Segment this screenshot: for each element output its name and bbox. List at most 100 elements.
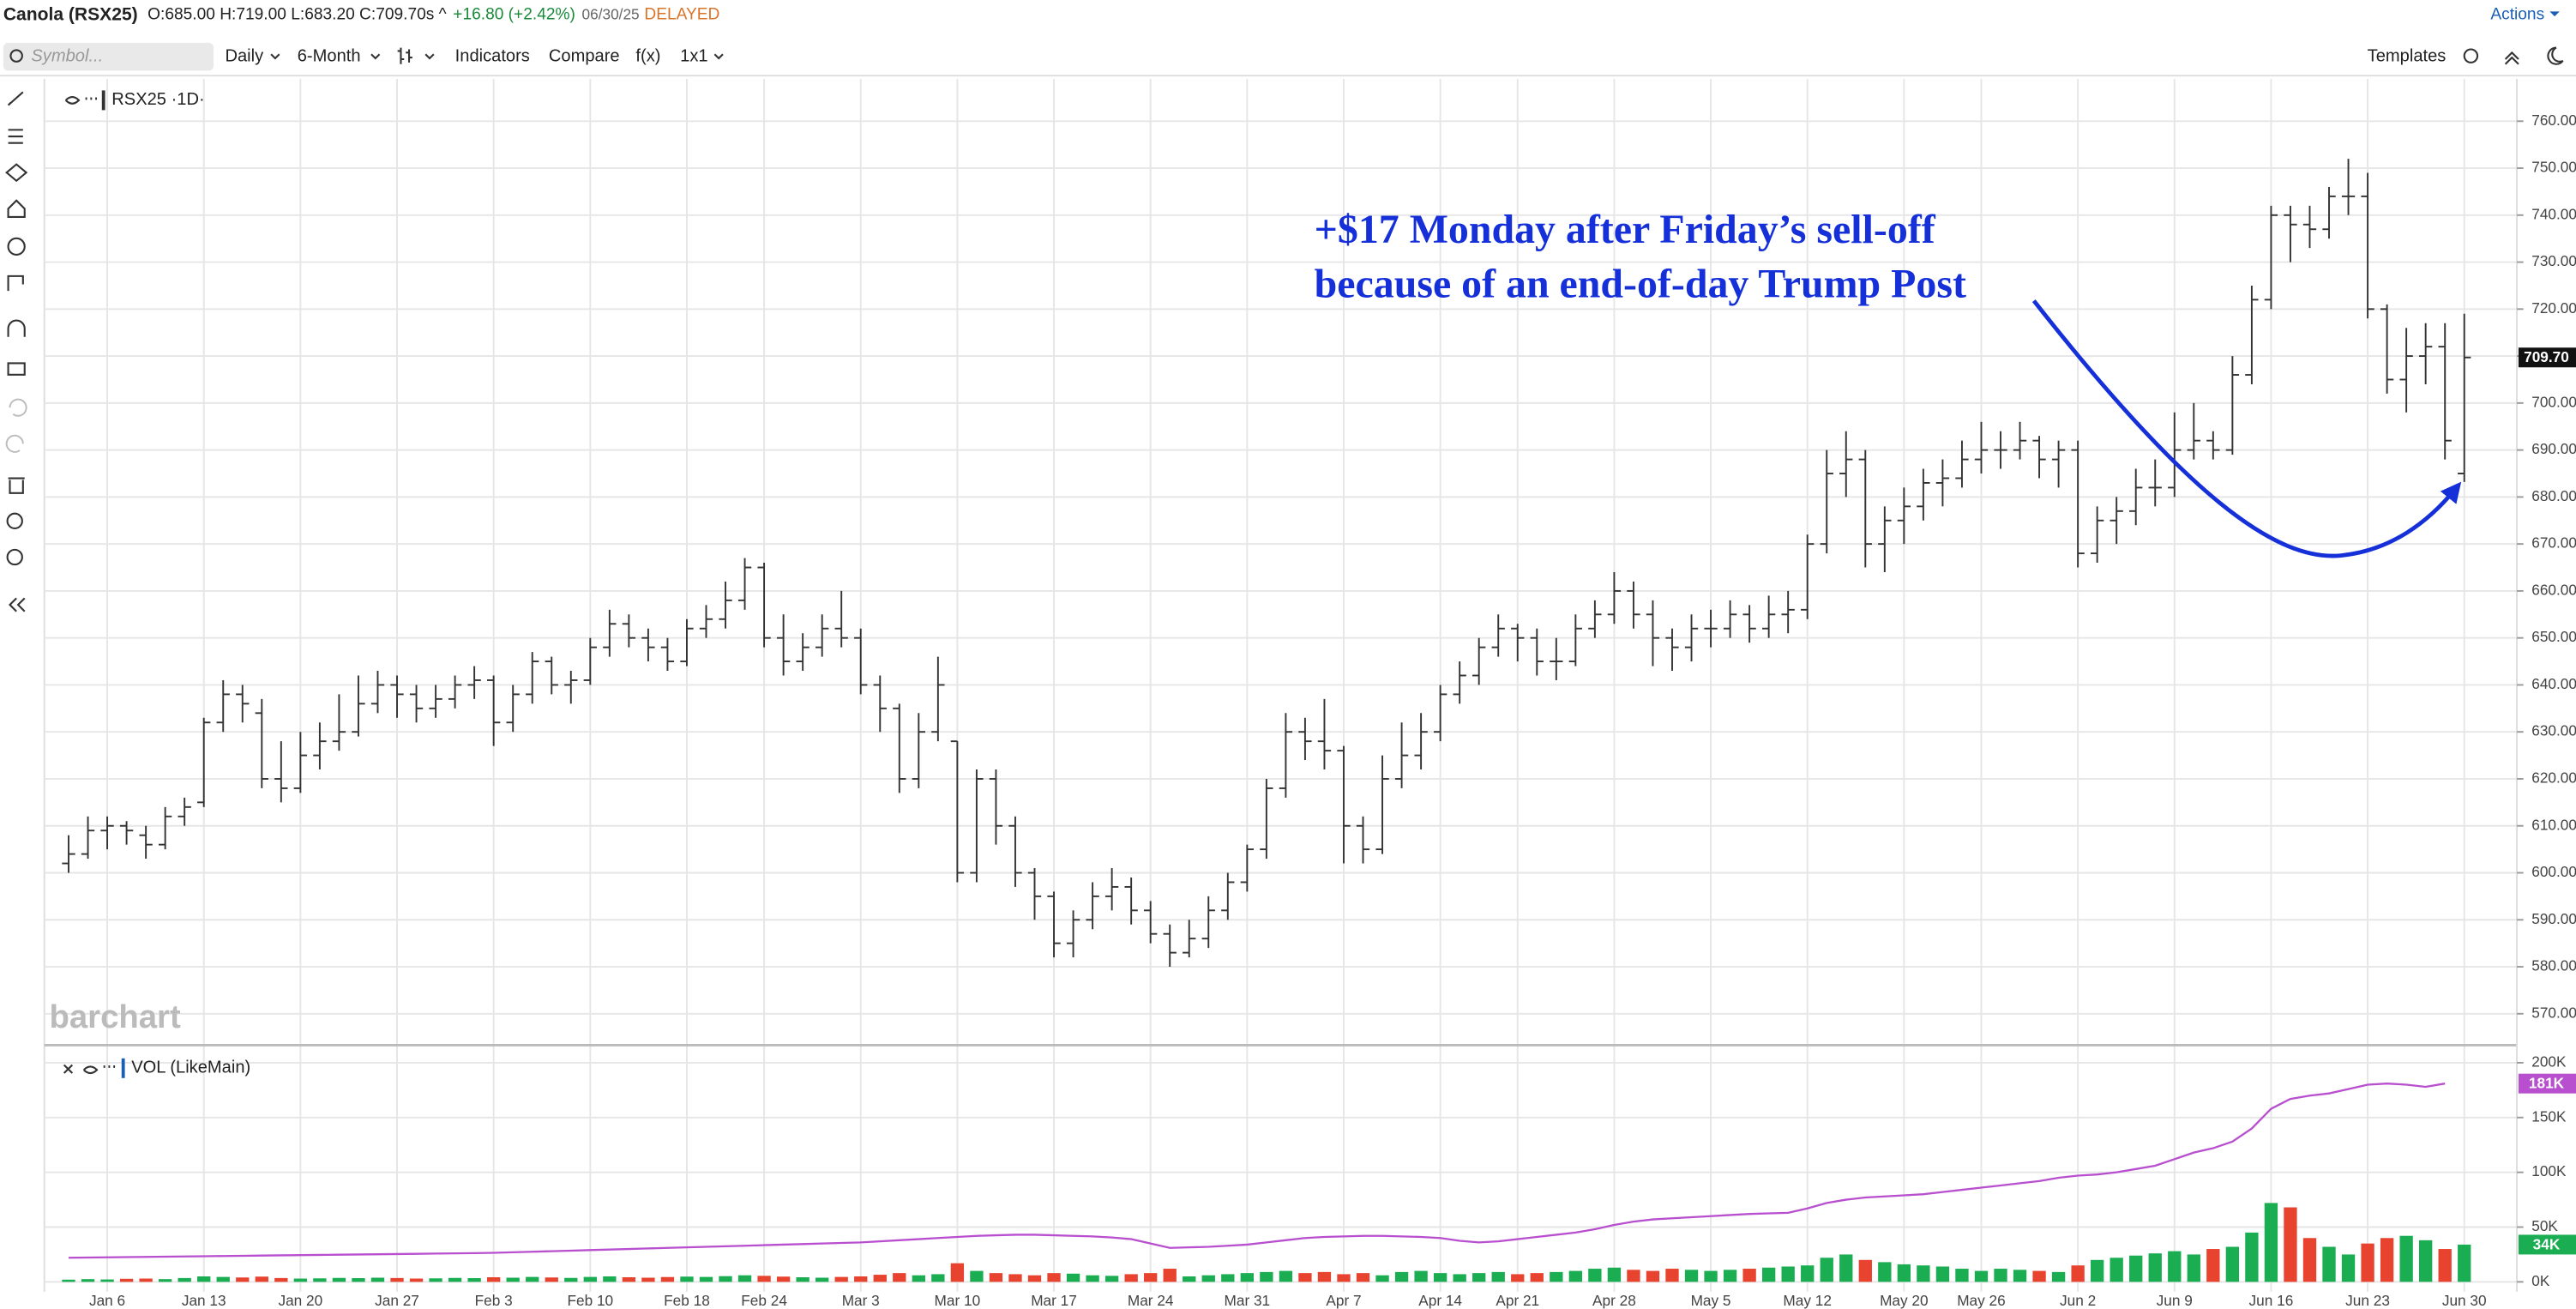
volume-bar <box>1066 1273 1080 1282</box>
series-color <box>101 90 105 111</box>
compare-button[interactable]: Compare <box>549 46 620 65</box>
volume-bar <box>313 1278 327 1282</box>
volume-bar <box>989 1273 1003 1282</box>
close-icon[interactable] <box>63 1064 74 1074</box>
layout-menu[interactable]: 1x1 <box>680 46 707 65</box>
volume-bar <box>2458 1244 2471 1282</box>
volume-bar <box>1665 1269 1679 1282</box>
magnet-tool[interactable] <box>7 319 26 337</box>
volume-bar <box>2284 1207 2297 1282</box>
volume-bar <box>816 1277 829 1282</box>
zoom-out[interactable] <box>6 548 23 566</box>
volume-bar <box>2438 1249 2452 1282</box>
trend-line-tool[interactable] <box>7 91 24 106</box>
volume-bar <box>448 1277 462 1282</box>
date: 06/30/25 <box>582 5 640 22</box>
measure-tool[interactable] <box>7 274 24 292</box>
volume-bar <box>1897 1264 1911 1282</box>
volume-bar <box>1955 1269 1969 1282</box>
eye-icon[interactable] <box>82 1065 99 1075</box>
watermark: barchart <box>49 998 180 1035</box>
volume-panel-label: VOL (LikeMain) <box>131 1059 250 1077</box>
volume-bar <box>1704 1270 1718 1282</box>
volume-bar <box>854 1276 868 1282</box>
volume-bar <box>1568 1270 1583 1282</box>
indicators-button[interactable]: Indicators <box>455 46 530 65</box>
range-menu[interactable]: 6-Month <box>298 46 361 65</box>
redo[interactable] <box>5 434 24 453</box>
collapse-icon[interactable] <box>2504 51 2519 65</box>
fx-button[interactable]: f(x) <box>635 46 660 65</box>
volume-bar <box>1337 1274 1351 1282</box>
undo[interactable] <box>9 398 27 417</box>
note-tool[interactable] <box>7 237 26 256</box>
search-box[interactable] <box>3 42 214 71</box>
volume-bar <box>467 1278 481 1282</box>
annotation: because of an end-of-day Trump Post <box>1315 261 1966 306</box>
volume-bar <box>1144 1273 1158 1282</box>
drawing-tools <box>5 91 28 612</box>
volume-bar <box>2206 1249 2220 1282</box>
volume-bar <box>2302 1238 2317 1282</box>
marks <box>62 159 2471 1282</box>
collapse-tools[interactable] <box>9 597 26 612</box>
y-tick-label: 700.00 <box>2531 393 2576 410</box>
volume-bar <box>1433 1273 1447 1282</box>
volume-bar <box>1124 1274 1138 1282</box>
eye-icon[interactable] <box>64 96 81 105</box>
delete-tool[interactable] <box>8 477 25 494</box>
arrow-tool[interactable] <box>7 199 26 218</box>
volume-bar <box>1801 1265 1815 1282</box>
settings-icon[interactable] <box>2463 48 2479 63</box>
change: +16.80 (+2.42%) <box>453 5 575 23</box>
volume-bar <box>1298 1273 1312 1282</box>
x-tick-label: Apr 21 <box>1496 1292 1539 1309</box>
y-tick-label: 650.00 <box>2531 628 2576 645</box>
volume-bar <box>1394 1271 1409 1282</box>
volume-bar <box>2051 1271 2066 1282</box>
volume-bar <box>2013 1270 2027 1282</box>
volume-bar <box>776 1276 791 1282</box>
volume-bar <box>1627 1270 1640 1282</box>
volume-bar <box>912 1275 925 1282</box>
lock-tool[interactable] <box>7 362 26 376</box>
volume-bar <box>119 1278 134 1282</box>
actions-menu[interactable]: Actions <box>2490 5 2544 23</box>
shape-tool[interactable] <box>5 163 28 183</box>
volume-bar <box>2380 1238 2394 1282</box>
volume-bar <box>1530 1273 1544 1282</box>
volume-bar <box>255 1276 268 1282</box>
volume-bar <box>197 1276 211 1282</box>
x-tick-label: Feb 10 <box>567 1292 613 1309</box>
actions-caret <box>2549 11 2560 17</box>
volume-bar <box>1878 1262 1892 1282</box>
volume-bar <box>873 1275 887 1282</box>
caret <box>713 53 724 60</box>
volume-bar <box>1453 1274 1466 1282</box>
volume-bar <box>216 1276 230 1282</box>
y-tick-label: 0K <box>2531 1272 2550 1289</box>
volume-bar <box>1511 1274 1525 1282</box>
volume-bar <box>1279 1270 1293 1282</box>
theme-icon[interactable] <box>2547 46 2564 65</box>
value-badge <box>2518 1234 2576 1255</box>
volume-bar <box>545 1277 558 1282</box>
zoom-in[interactable] <box>6 512 23 530</box>
volume-bar <box>757 1276 771 1282</box>
volume-bar <box>893 1273 906 1282</box>
volume-bar <box>1221 1274 1235 1282</box>
templates-button[interactable]: Templates <box>2368 46 2447 65</box>
x-tick-label: May 20 <box>1880 1292 1929 1309</box>
y-tick-label: 720.00 <box>2531 299 2576 317</box>
x-tick-label: May 12 <box>1783 1292 1832 1309</box>
chart-type-icon[interactable] <box>397 47 412 64</box>
annotation: +$17 Monday after Friday’s sell-off <box>1315 207 1936 252</box>
volume-bar <box>1723 1270 1737 1282</box>
volume-bar <box>370 1277 385 1282</box>
volume-bar <box>796 1276 810 1282</box>
volume-bar <box>2129 1255 2143 1282</box>
interval-menu[interactable]: Daily <box>225 46 264 65</box>
search-placeholder[interactable]: Symbol... <box>31 46 103 65</box>
volume-bar <box>1858 1259 1872 1282</box>
fib-tool[interactable] <box>8 129 23 144</box>
